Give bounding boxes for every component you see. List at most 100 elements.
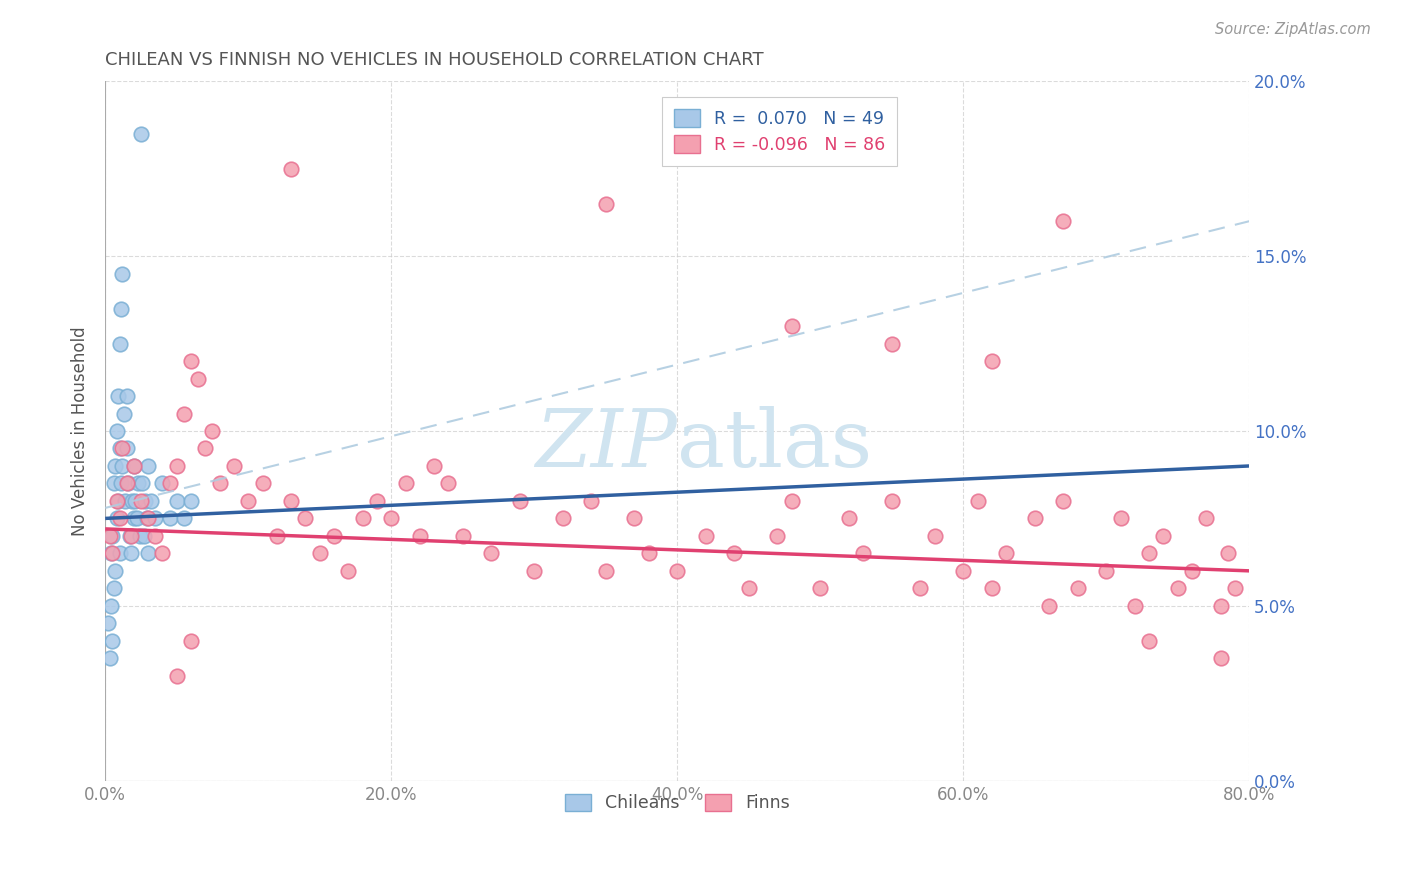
Legend: Chileans, Finns: Chileans, Finns — [553, 781, 801, 824]
Point — [280, 161, 302, 176]
Point — [111, 267, 134, 281]
Point — [581, 494, 603, 508]
Point — [108, 442, 131, 456]
Point — [166, 458, 188, 473]
Point — [108, 511, 131, 525]
Point — [105, 494, 128, 508]
Point — [966, 494, 988, 508]
Point — [135, 511, 157, 525]
Point — [152, 476, 174, 491]
Point — [105, 424, 128, 438]
Point — [173, 511, 195, 525]
Point — [1181, 564, 1204, 578]
Point — [1095, 564, 1118, 578]
Point — [1137, 546, 1160, 560]
Point — [136, 458, 159, 473]
Point — [1216, 546, 1239, 560]
Point — [852, 546, 875, 560]
Point — [134, 494, 156, 508]
Y-axis label: No Vehicles in Household: No Vehicles in Household — [72, 326, 89, 536]
Point — [115, 389, 138, 403]
Point — [723, 546, 745, 560]
Point — [766, 529, 789, 543]
Point — [132, 529, 155, 543]
Point — [143, 529, 166, 543]
Point — [101, 633, 124, 648]
Point — [101, 529, 124, 543]
Point — [1052, 494, 1074, 508]
Point — [194, 442, 217, 456]
Point — [437, 476, 460, 491]
Point — [143, 511, 166, 525]
Point — [1123, 599, 1146, 613]
Text: atlas: atlas — [678, 406, 872, 484]
Point — [98, 651, 121, 665]
Point — [111, 442, 134, 456]
Point — [139, 494, 162, 508]
Point — [479, 546, 502, 560]
Point — [131, 476, 153, 491]
Point — [124, 494, 146, 508]
Point — [780, 319, 803, 334]
Point — [103, 476, 125, 491]
Point — [1024, 511, 1046, 525]
Point — [838, 511, 860, 525]
Point — [125, 511, 148, 525]
Point — [1209, 599, 1232, 613]
Point — [118, 529, 141, 543]
Point — [980, 582, 1002, 596]
Point — [122, 511, 145, 525]
Point — [1153, 529, 1175, 543]
Point — [111, 458, 134, 473]
Point — [100, 599, 122, 613]
Point — [180, 354, 202, 368]
Point — [187, 371, 209, 385]
Point — [98, 529, 121, 543]
Point — [1195, 511, 1218, 525]
Point — [122, 458, 145, 473]
Point — [1038, 599, 1060, 613]
Point — [166, 669, 188, 683]
Point — [808, 582, 831, 596]
Point — [695, 529, 717, 543]
Point — [159, 511, 181, 525]
Point — [280, 494, 302, 508]
Point — [100, 546, 122, 560]
Point — [159, 476, 181, 491]
Point — [352, 511, 374, 525]
Point — [738, 582, 761, 596]
Point — [120, 546, 142, 560]
Point — [173, 407, 195, 421]
Point — [107, 389, 129, 403]
Point — [97, 616, 120, 631]
Point — [551, 511, 574, 525]
Point — [323, 529, 346, 543]
Text: ZIP: ZIP — [536, 406, 678, 483]
Point — [129, 494, 152, 508]
Point — [136, 511, 159, 525]
Point — [180, 633, 202, 648]
Point — [114, 494, 136, 508]
Point — [366, 494, 388, 508]
Point — [252, 476, 274, 491]
Point — [201, 424, 224, 438]
Point — [880, 336, 903, 351]
Text: Source: ZipAtlas.com: Source: ZipAtlas.com — [1215, 22, 1371, 37]
Point — [423, 458, 446, 473]
Point — [180, 494, 202, 508]
Point — [115, 476, 138, 491]
Point — [103, 582, 125, 596]
Point — [924, 529, 946, 543]
Point — [129, 127, 152, 141]
Point — [1052, 214, 1074, 228]
Point — [394, 476, 416, 491]
Point — [952, 564, 974, 578]
Point — [780, 494, 803, 508]
Point — [121, 494, 143, 508]
Point — [101, 546, 124, 560]
Point — [380, 511, 402, 525]
Point — [337, 564, 360, 578]
Point — [1109, 511, 1132, 525]
Point — [910, 582, 932, 596]
Point — [1137, 633, 1160, 648]
